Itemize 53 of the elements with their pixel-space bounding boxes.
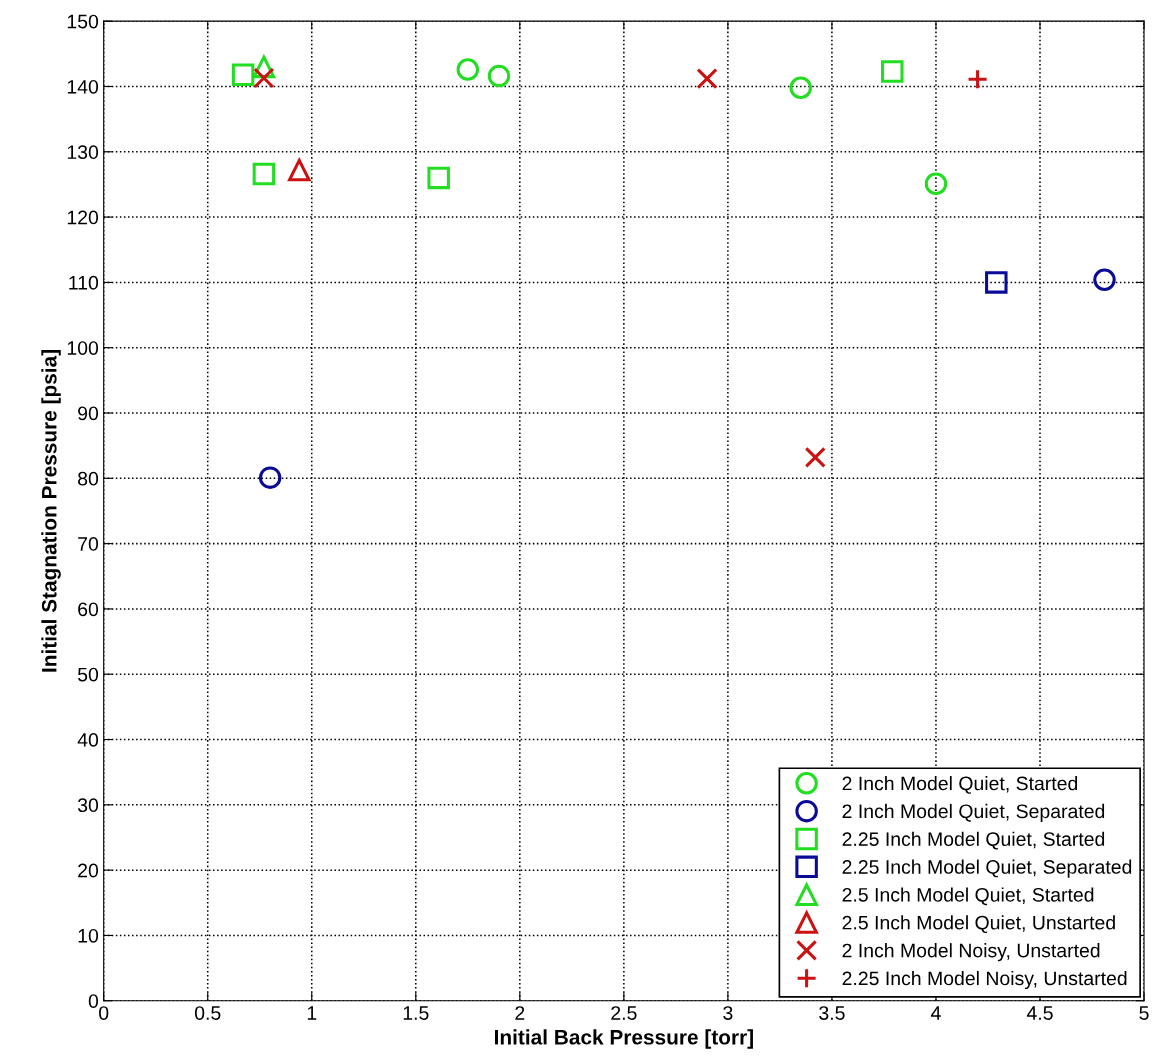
x-tick-label: 0: [99, 1006, 109, 1020]
y-tick-label: 50: [77, 667, 99, 682]
y-tick-label: 30: [77, 798, 99, 813]
point: [696, 68, 718, 90]
y-tick-label: 40: [77, 733, 99, 747]
x-tick-label: 2: [515, 1006, 525, 1020]
point: [985, 271, 1008, 294]
x-axis-title: Initial Back Pressure [torr]: [495, 1029, 753, 1049]
legend-label: 2 Inch Model Quiet, Separated: [842, 803, 1105, 822]
y-tick-label: 80: [78, 471, 99, 486]
legend-label: 2 Inch Model Quiet, Started: [842, 776, 1078, 794]
y-tick-label: 10: [78, 928, 99, 943]
y-tick-label: 120: [67, 210, 99, 225]
y-tick-label: 150: [67, 14, 99, 29]
legend-label: 2 Inch Model Noisy, Unstarted: [842, 943, 1100, 962]
y-tick-label: 100: [67, 341, 99, 355]
x-tick-label: 1: [307, 1006, 317, 1020]
point: [881, 60, 904, 83]
point: [231, 63, 255, 86]
x-tick-label: 4.5: [1026, 1006, 1053, 1020]
x-tick-label: 2.5: [611, 1006, 637, 1020]
point: [258, 466, 282, 489]
point: [804, 446, 826, 468]
point: [456, 58, 480, 81]
legend-label: 2.25 Inch Model Quiet, Started: [842, 831, 1105, 850]
y-tick-label: 130: [67, 145, 99, 160]
y-tick-label: 20: [78, 863, 99, 878]
y-tick-label: 0: [88, 994, 99, 1008]
legend-label: 2.5 Inch Model Quiet, Unstarted: [842, 915, 1115, 934]
point: [427, 166, 450, 190]
y-tick-label: 90: [78, 406, 99, 421]
x-tick-label: 5: [1139, 1006, 1149, 1020]
x-tick-label: 0.5: [194, 1006, 221, 1020]
point: [252, 162, 276, 186]
legend-label: 2.25 Inch Model Quiet, Separated: [842, 859, 1132, 878]
y-tick-label: 70: [78, 537, 99, 551]
x-tick-label: 3.5: [819, 1006, 845, 1020]
legend-label: 2.5 Inch Model Quiet, Started: [842, 887, 1094, 906]
y-tick-label: 110: [69, 275, 99, 290]
point: [1093, 268, 1116, 292]
x-tick-label: 3: [723, 1006, 733, 1020]
point: [967, 68, 989, 90]
x-tick-label: 4: [931, 1006, 941, 1020]
y-tick-label: 140: [67, 79, 99, 94]
x-tick-label: 1.5: [403, 1006, 429, 1020]
legend-label: 2.25 Inch Model Noisy, Unstarted: [842, 970, 1127, 990]
point: [924, 172, 948, 196]
y-axis-title: Initial Stagnation Pressure [psia]: [41, 350, 61, 672]
point: [253, 67, 275, 89]
point: [288, 158, 311, 182]
point: [487, 64, 511, 88]
point: [789, 76, 812, 100]
y-tick-label: 60: [78, 602, 99, 617]
